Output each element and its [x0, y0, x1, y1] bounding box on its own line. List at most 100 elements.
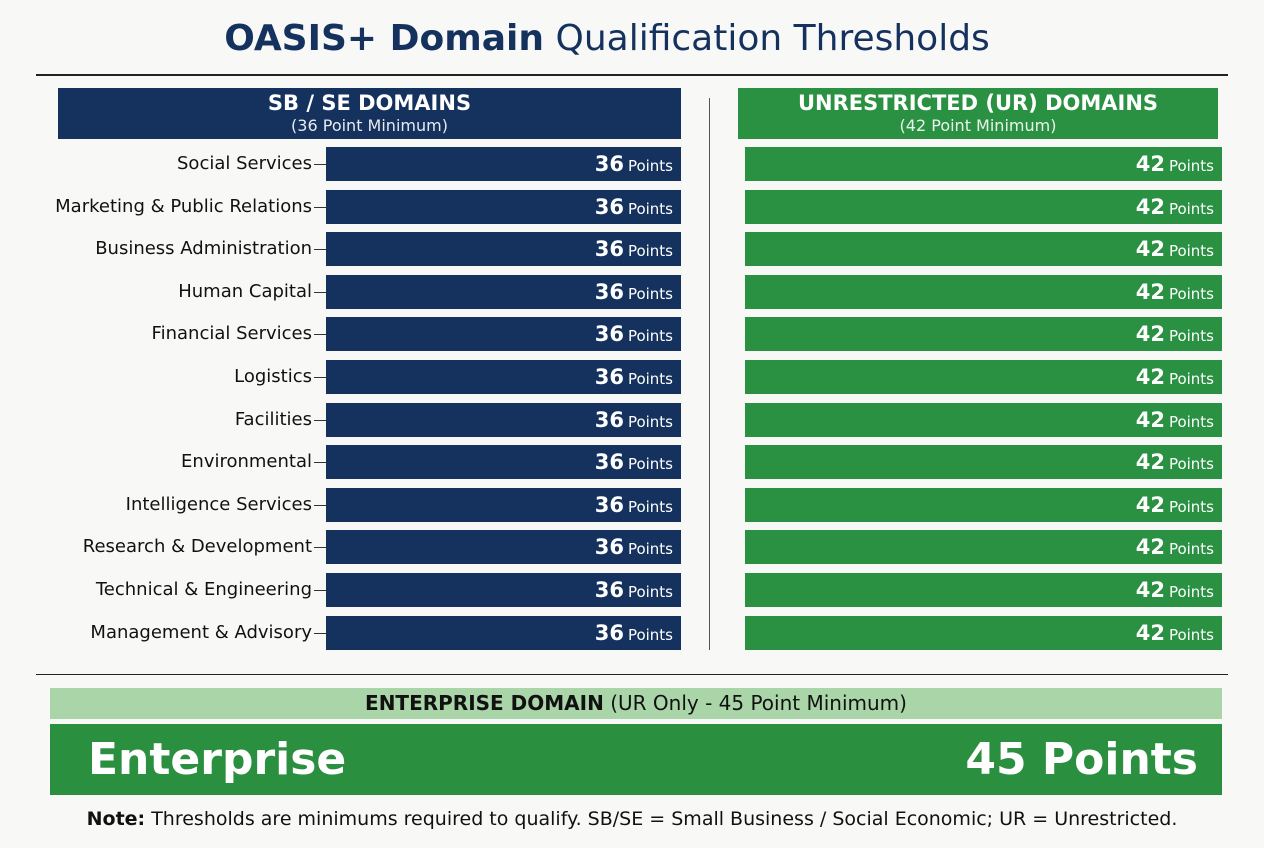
- points-value: 42: [1135, 365, 1165, 389]
- points-unit: Points: [627, 412, 673, 431]
- points-unit: Points: [1168, 284, 1214, 303]
- domain-label: Financial Services: [151, 323, 312, 345]
- points-value: 42: [1135, 535, 1165, 560]
- points-value: 42: [1135, 407, 1165, 432]
- enterprise-name: Enterprise: [88, 734, 347, 785]
- points-unit: Points: [1168, 583, 1214, 601]
- enterprise-value: 45: [965, 734, 1027, 785]
- sb-se-bar: 36 Points: [326, 615, 681, 650]
- points-value: 36: [594, 237, 624, 262]
- points-unit: Points: [1168, 199, 1214, 218]
- sb-se-bar: 36 Points: [326, 573, 681, 607]
- sb-se-bar: 36 Points: [326, 317, 681, 352]
- domain-label: Business Administration: [95, 238, 312, 260]
- sb-se-bar: 36 Points: [326, 360, 681, 394]
- label-tick: [314, 504, 326, 506]
- points-unit: Points: [1168, 455, 1214, 474]
- domain-label: Management & Advisory: [90, 621, 312, 643]
- points-unit: Points: [627, 242, 673, 261]
- label-tick: [314, 419, 326, 421]
- points-unit: Points: [627, 455, 673, 474]
- domain-label: Human Capital: [178, 280, 312, 302]
- points-value: 36: [594, 535, 624, 560]
- points-value: 42: [1135, 194, 1165, 219]
- title: OASIS+ Domain Qualification Thresholds: [0, 18, 1214, 59]
- label-tick: [314, 632, 326, 634]
- points-unit: Points: [1168, 625, 1214, 644]
- sb-se-bar: 36 Points: [326, 189, 681, 224]
- points-value: 42: [1135, 578, 1165, 602]
- points-unit: Points: [627, 370, 673, 388]
- label-tick: [314, 377, 326, 378]
- points-value: 42: [1135, 152, 1165, 176]
- points-unit: Points: [1168, 242, 1214, 261]
- sb-se-bar: 36 Points: [326, 274, 681, 309]
- points-value: 36: [594, 407, 624, 432]
- domain-label: Social Services: [177, 153, 312, 174]
- points-value: 36: [594, 450, 624, 475]
- points-value: 42: [1135, 620, 1165, 645]
- ur-header: UNRESTRICTED (UR) DOMAINS (42 Point Mini…: [738, 88, 1218, 139]
- sb-se-bar: 36 Points: [326, 147, 681, 181]
- domain-label: Intelligence Services: [125, 493, 312, 515]
- divider: [709, 98, 710, 650]
- points-unit: Points: [1168, 540, 1214, 559]
- domain-label: Marketing & Public Relations: [55, 195, 312, 217]
- points-unit: Points: [627, 497, 673, 516]
- points-unit: Points: [627, 284, 673, 303]
- domain-label: Research & Development: [82, 536, 312, 558]
- points-value: 36: [594, 194, 624, 219]
- title-rest: Qualification Thresholds: [555, 18, 990, 59]
- points-value: 42: [1135, 279, 1165, 304]
- label-tick: [314, 206, 326, 208]
- ur-bar: 42 Points: [745, 445, 1222, 480]
- enterprise-subheading: (UR Only - 45 Point Minimum): [610, 691, 907, 715]
- enterprise-heading: ENTERPRISE DOMAIN: [365, 691, 604, 715]
- ur-bar: 42 Points: [745, 530, 1222, 565]
- points-unit: Points: [1168, 412, 1214, 431]
- ur-bar: 42 Points: [745, 402, 1222, 437]
- points-value: 42: [1135, 322, 1165, 347]
- sb-se-bar: 36 Points: [326, 232, 681, 267]
- points-value: 42: [1135, 450, 1165, 475]
- ur-subheading: (42 Point Minimum): [899, 116, 1057, 135]
- sb-se-bar: 36 Points: [326, 530, 681, 565]
- domain-label: Technical & Engineering: [95, 579, 312, 600]
- title-bold: OASIS+ Domain: [224, 18, 545, 59]
- points-value: 42: [1135, 237, 1165, 262]
- points-unit: Points: [627, 327, 673, 346]
- label-tick: [314, 334, 326, 336]
- ur-bar: 42 Points: [745, 573, 1222, 607]
- points-unit: Points: [1168, 327, 1214, 346]
- points-value: 36: [594, 365, 624, 389]
- points-unit: Points: [627, 583, 673, 601]
- ur-bar: 42 Points: [745, 487, 1222, 522]
- sb-se-subheading: (36 Point Minimum): [291, 116, 448, 135]
- enterprise-points: 45 Points: [965, 724, 1198, 795]
- domain-label: Environmental: [181, 451, 312, 473]
- sb-se-bar: 36 Points: [326, 402, 681, 437]
- points-value: 42: [1135, 492, 1165, 517]
- label-tick: [314, 547, 326, 549]
- enterprise-unit: Points: [1041, 734, 1198, 785]
- label-tick: [314, 462, 326, 464]
- ur-bar: 42 Points: [745, 232, 1222, 267]
- sb-se-bar: 36 Points: [326, 445, 681, 480]
- points-value: 36: [594, 578, 624, 602]
- points-unit: Points: [627, 540, 673, 559]
- points-unit: Points: [627, 199, 673, 218]
- points-value: 36: [594, 492, 624, 517]
- label-tick: [314, 164, 326, 165]
- note: Note: Thresholds are minimums required t…: [0, 808, 1264, 830]
- enterprise-header: ENTERPRISE DOMAIN (UR Only - 45 Point Mi…: [50, 688, 1222, 719]
- ur-bar: 42 Points: [745, 317, 1222, 352]
- points-unit: Points: [627, 157, 673, 175]
- label-tick: [314, 590, 326, 591]
- label-tick: [314, 249, 326, 251]
- sb-se-heading: SB / SE DOMAINS: [267, 91, 472, 115]
- ur-bar: 42 Points: [745, 274, 1222, 309]
- domain-label: Logistics: [234, 366, 312, 387]
- points-value: 36: [594, 152, 624, 176]
- points-value: 36: [594, 620, 624, 645]
